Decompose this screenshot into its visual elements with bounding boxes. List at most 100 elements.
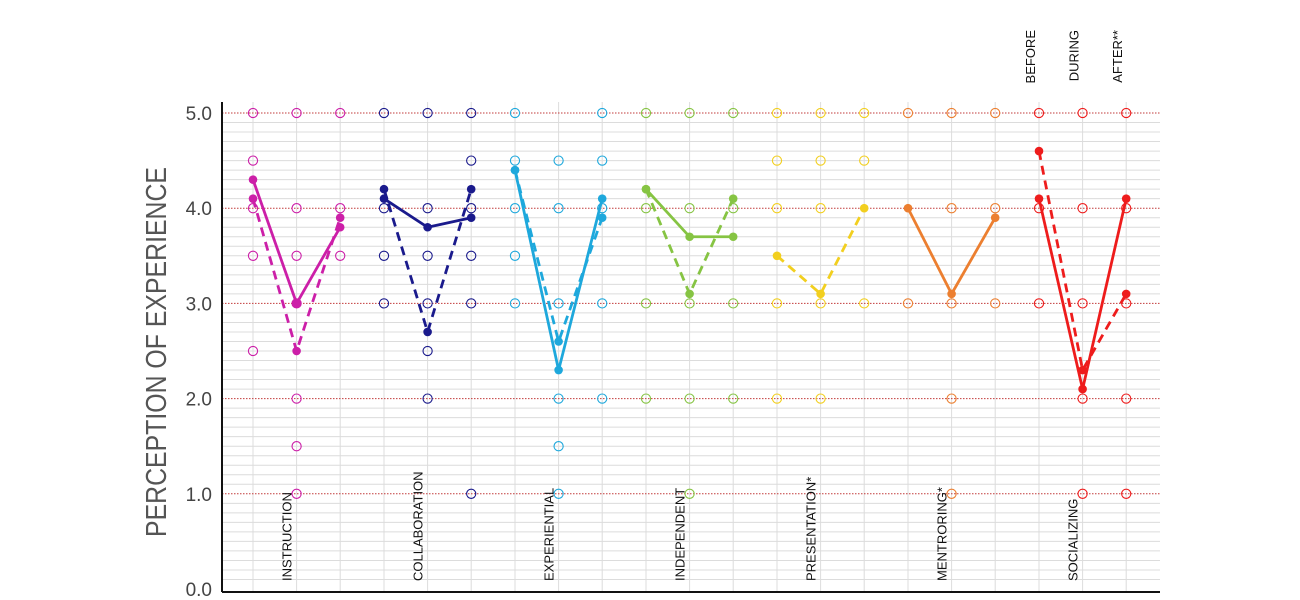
time-label: DURING	[1067, 30, 1082, 81]
category-group	[509, 107, 608, 499]
solid-series-point	[1034, 194, 1044, 203]
y-tick-label: 2.0	[186, 390, 212, 411]
response-marker	[378, 250, 390, 261]
dashed-series-line	[382, 188, 473, 337]
response-marker	[640, 298, 652, 309]
category-group	[902, 107, 1001, 499]
y-tick-label: 4.0	[186, 199, 212, 220]
response-marker	[597, 298, 608, 309]
response-marker	[291, 203, 302, 214]
y-tick-label: 5.0	[186, 104, 212, 125]
response-marker	[247, 155, 259, 166]
dashed-series-point	[597, 213, 607, 223]
response-marker	[815, 393, 826, 404]
response-marker	[378, 298, 390, 309]
response-marker	[1033, 107, 1045, 119]
response-marker	[466, 488, 477, 499]
response-marker	[728, 298, 739, 309]
y-tick-label: 3.0	[186, 294, 212, 315]
solid-series-point	[554, 365, 563, 375]
solid-series-point	[947, 289, 956, 299]
dashed-series-point	[335, 213, 345, 223]
response-marker	[946, 393, 957, 404]
response-marker	[335, 203, 346, 214]
response-marker	[990, 107, 1001, 119]
response-marker	[640, 107, 652, 119]
response-marker	[684, 298, 695, 309]
response-marker	[946, 298, 957, 309]
dashed-series-point	[1078, 365, 1087, 375]
response-marker	[859, 155, 870, 166]
response-marker	[509, 107, 521, 119]
category-label: SOCIALIZING	[1066, 499, 1081, 581]
label-layer: BEFORE DURING AFTER** INSTRUCTION COLLABORAT…	[280, 30, 1126, 581]
response-marker	[422, 393, 433, 404]
y-axis-label: PERCEPTION OF EXPERIENCE	[141, 167, 173, 537]
response-marker	[422, 203, 433, 214]
response-marker	[553, 298, 564, 309]
response-marker	[771, 107, 783, 119]
grid-layer	[222, 102, 1160, 592]
response-marker	[291, 298, 302, 309]
response-marker	[728, 203, 739, 214]
response-marker	[1121, 393, 1132, 404]
response-marker	[859, 298, 870, 309]
response-marker	[378, 107, 390, 119]
response-marker	[509, 203, 521, 214]
response-marker	[291, 107, 302, 119]
dashed-series-point	[466, 184, 476, 194]
response-marker	[247, 107, 259, 119]
category-group	[771, 107, 870, 404]
response-marker	[771, 203, 783, 214]
response-marker	[509, 298, 521, 309]
solid-series-point	[1078, 384, 1087, 394]
response-marker	[553, 441, 564, 452]
dashed-series-point	[379, 184, 389, 194]
response-marker	[466, 298, 477, 309]
response-marker	[1077, 203, 1088, 214]
response-marker	[291, 441, 302, 452]
response-marker	[422, 107, 433, 119]
response-marker	[728, 107, 739, 119]
response-marker	[247, 345, 259, 357]
category-label: EXPERIENTIAL	[542, 488, 557, 581]
solid-series-point	[466, 213, 476, 223]
response-marker	[815, 203, 826, 214]
response-marker	[466, 155, 477, 166]
response-marker	[771, 393, 783, 404]
dashed-series-line	[776, 207, 866, 297]
response-marker	[859, 107, 870, 119]
response-marker	[771, 155, 783, 166]
dashed-series-point	[1034, 146, 1044, 156]
category-label: INDEPENDENT	[673, 488, 688, 581]
response-marker	[1077, 107, 1088, 119]
solid-series-point	[903, 203, 913, 213]
response-marker	[335, 250, 346, 261]
response-marker	[640, 203, 652, 214]
solid-series-point	[379, 194, 389, 203]
response-marker	[946, 107, 957, 119]
response-marker	[466, 107, 477, 119]
response-marker	[1121, 107, 1132, 119]
dashed-series-point	[248, 194, 258, 203]
response-marker	[553, 155, 564, 166]
response-marker	[509, 155, 521, 166]
solid-series-point	[335, 222, 345, 232]
solid-series-point	[510, 165, 520, 175]
response-marker	[553, 488, 564, 499]
response-marker	[291, 488, 302, 499]
response-marker	[553, 203, 564, 214]
response-marker	[597, 107, 608, 119]
response-marker	[466, 250, 477, 261]
response-marker	[1077, 298, 1088, 309]
dashed-series-point	[816, 289, 825, 299]
dashed-series-point	[728, 194, 738, 203]
response-marker	[902, 107, 914, 119]
response-marker	[684, 488, 695, 499]
response-marker	[1121, 488, 1132, 499]
solid-series-point	[423, 222, 432, 232]
response-marker	[422, 250, 433, 261]
category-group	[640, 107, 739, 499]
